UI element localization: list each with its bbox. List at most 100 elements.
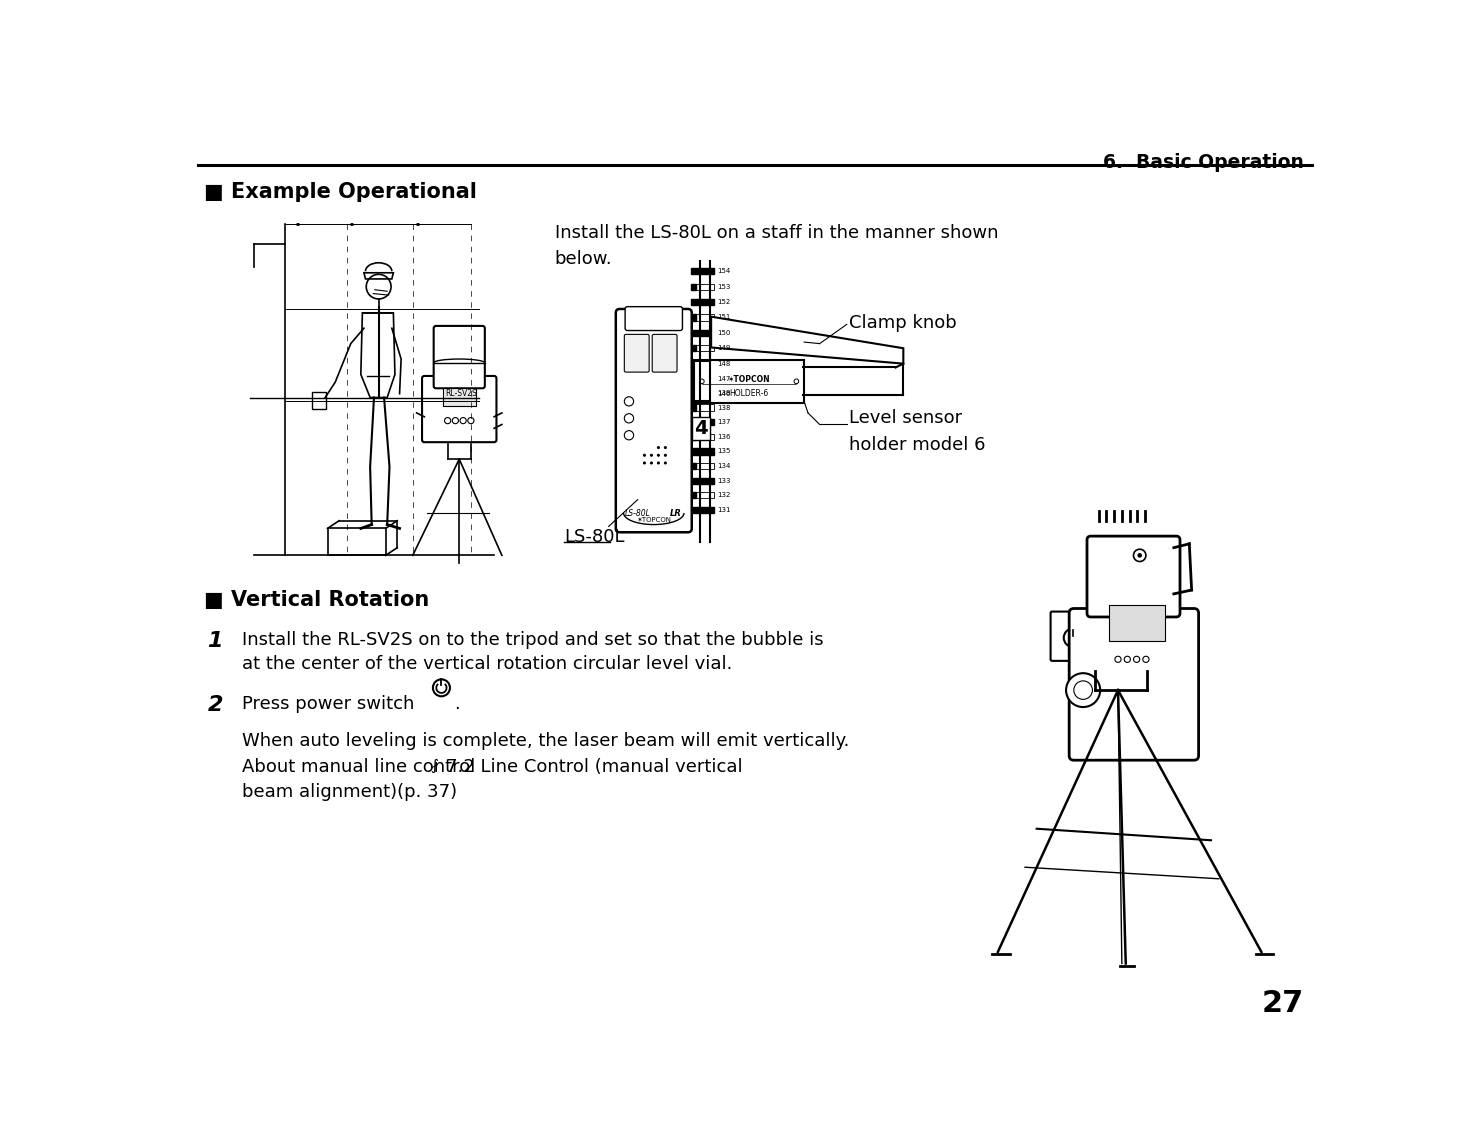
Text: 131: 131 [717, 507, 731, 513]
Text: RL-SV2S: RL-SV2S [445, 389, 477, 398]
Bar [695, 361, 714, 366]
Circle shape [642, 461, 647, 465]
FancyBboxPatch shape [1087, 536, 1180, 618]
FancyBboxPatch shape [616, 309, 692, 533]
Text: 146: 146 [717, 391, 731, 397]
FancyBboxPatch shape [1109, 605, 1165, 641]
Bar [695, 463, 714, 469]
Bar [691, 390, 695, 396]
Text: 133: 133 [717, 477, 731, 484]
Text: 134: 134 [717, 463, 731, 469]
Text: When auto leveling is complete, the laser beam will emit vertically.: When auto leveling is complete, the lase… [242, 733, 850, 751]
Bar [695, 268, 714, 275]
Circle shape [664, 461, 667, 465]
Text: ⨏: ⨏ [430, 758, 439, 772]
Circle shape [664, 454, 667, 457]
Bar [691, 433, 695, 440]
Text: beam alignment)(p. 37): beam alignment)(p. 37) [242, 783, 458, 801]
Text: Press power switch: Press power switch [242, 694, 414, 713]
Text: 154: 154 [717, 268, 731, 274]
Bar [691, 391, 695, 397]
Text: 27: 27 [1262, 988, 1304, 1018]
Bar [695, 405, 714, 411]
FancyBboxPatch shape [443, 388, 476, 406]
Bar [691, 375, 695, 382]
FancyBboxPatch shape [625, 335, 650, 372]
Text: holder model 6: holder model 6 [848, 437, 985, 454]
Text: 148: 148 [717, 361, 731, 366]
Text: ✶TOPCON: ✶TOPCON [728, 375, 770, 385]
Bar [695, 391, 714, 397]
Text: 1: 1 [208, 631, 222, 650]
Circle shape [657, 446, 660, 449]
Circle shape [1064, 629, 1083, 647]
Bar [691, 284, 695, 290]
FancyBboxPatch shape [625, 307, 682, 330]
Bar [695, 433, 714, 440]
Text: LS-80L: LS-80L [564, 528, 625, 546]
Text: 135: 135 [717, 448, 731, 455]
Text: About manual line control: About manual line control [242, 758, 476, 776]
FancyBboxPatch shape [694, 360, 804, 403]
Bar [695, 284, 714, 290]
Text: .: . [454, 694, 460, 713]
Bar [691, 492, 695, 499]
Bar [695, 492, 714, 499]
Text: 4: 4 [694, 418, 709, 438]
Text: below.: below. [554, 250, 613, 268]
Circle shape [657, 454, 660, 457]
Bar [691, 420, 695, 425]
Text: 6.  Basic Operation: 6. Basic Operation [1103, 153, 1304, 172]
Text: LS-80L: LS-80L [625, 509, 650, 518]
FancyBboxPatch shape [1069, 608, 1199, 760]
Bar [691, 345, 695, 352]
Text: Clamp knob: Clamp knob [848, 314, 957, 333]
Bar [691, 314, 695, 320]
FancyBboxPatch shape [423, 375, 496, 442]
Text: ■ Vertical Rotation: ■ Vertical Rotation [203, 590, 429, 610]
Text: ■ Example Operational: ■ Example Operational [203, 182, 476, 202]
FancyBboxPatch shape [433, 326, 485, 388]
Bar [695, 477, 714, 484]
Text: 151: 151 [717, 314, 731, 320]
Text: 132: 132 [717, 492, 731, 499]
Text: 149: 149 [717, 345, 731, 352]
Bar [691, 299, 695, 305]
Circle shape [642, 454, 647, 457]
Text: LR: LR [670, 509, 682, 518]
Polygon shape [711, 317, 903, 364]
FancyBboxPatch shape [1050, 612, 1096, 661]
Bar [691, 268, 695, 275]
Text: 138: 138 [717, 405, 731, 411]
Text: 147: 147 [717, 375, 731, 382]
Text: 139: 139 [717, 390, 731, 396]
Circle shape [650, 461, 653, 465]
Text: Level sensor: Level sensor [848, 409, 962, 428]
Text: 150: 150 [717, 330, 731, 336]
Text: 2: 2 [208, 694, 222, 715]
Circle shape [1066, 673, 1100, 707]
Bar [691, 477, 695, 484]
Bar [691, 463, 695, 469]
Polygon shape [1094, 656, 1153, 671]
Circle shape [1137, 553, 1142, 558]
Bar [691, 507, 695, 513]
Text: 153: 153 [717, 284, 731, 290]
Text: at the center of the vertical rotation circular level vial.: at the center of the vertical rotation c… [242, 656, 732, 673]
Bar [695, 345, 714, 352]
Bar [695, 390, 714, 396]
Bar [691, 330, 695, 336]
Text: 137: 137 [717, 420, 731, 425]
Text: 152: 152 [717, 299, 731, 305]
Text: 136: 136 [717, 434, 731, 440]
Circle shape [657, 461, 660, 465]
Text: 7.2 Line Control (manual vertical: 7.2 Line Control (manual vertical [446, 758, 742, 776]
Bar [695, 420, 714, 425]
Bar [695, 330, 714, 336]
Bar [695, 507, 714, 513]
Text: ✶TOPCON: ✶TOPCON [636, 517, 672, 523]
Circle shape [664, 446, 667, 449]
Bar [691, 405, 695, 411]
Bar [695, 314, 714, 320]
FancyBboxPatch shape [653, 335, 678, 372]
